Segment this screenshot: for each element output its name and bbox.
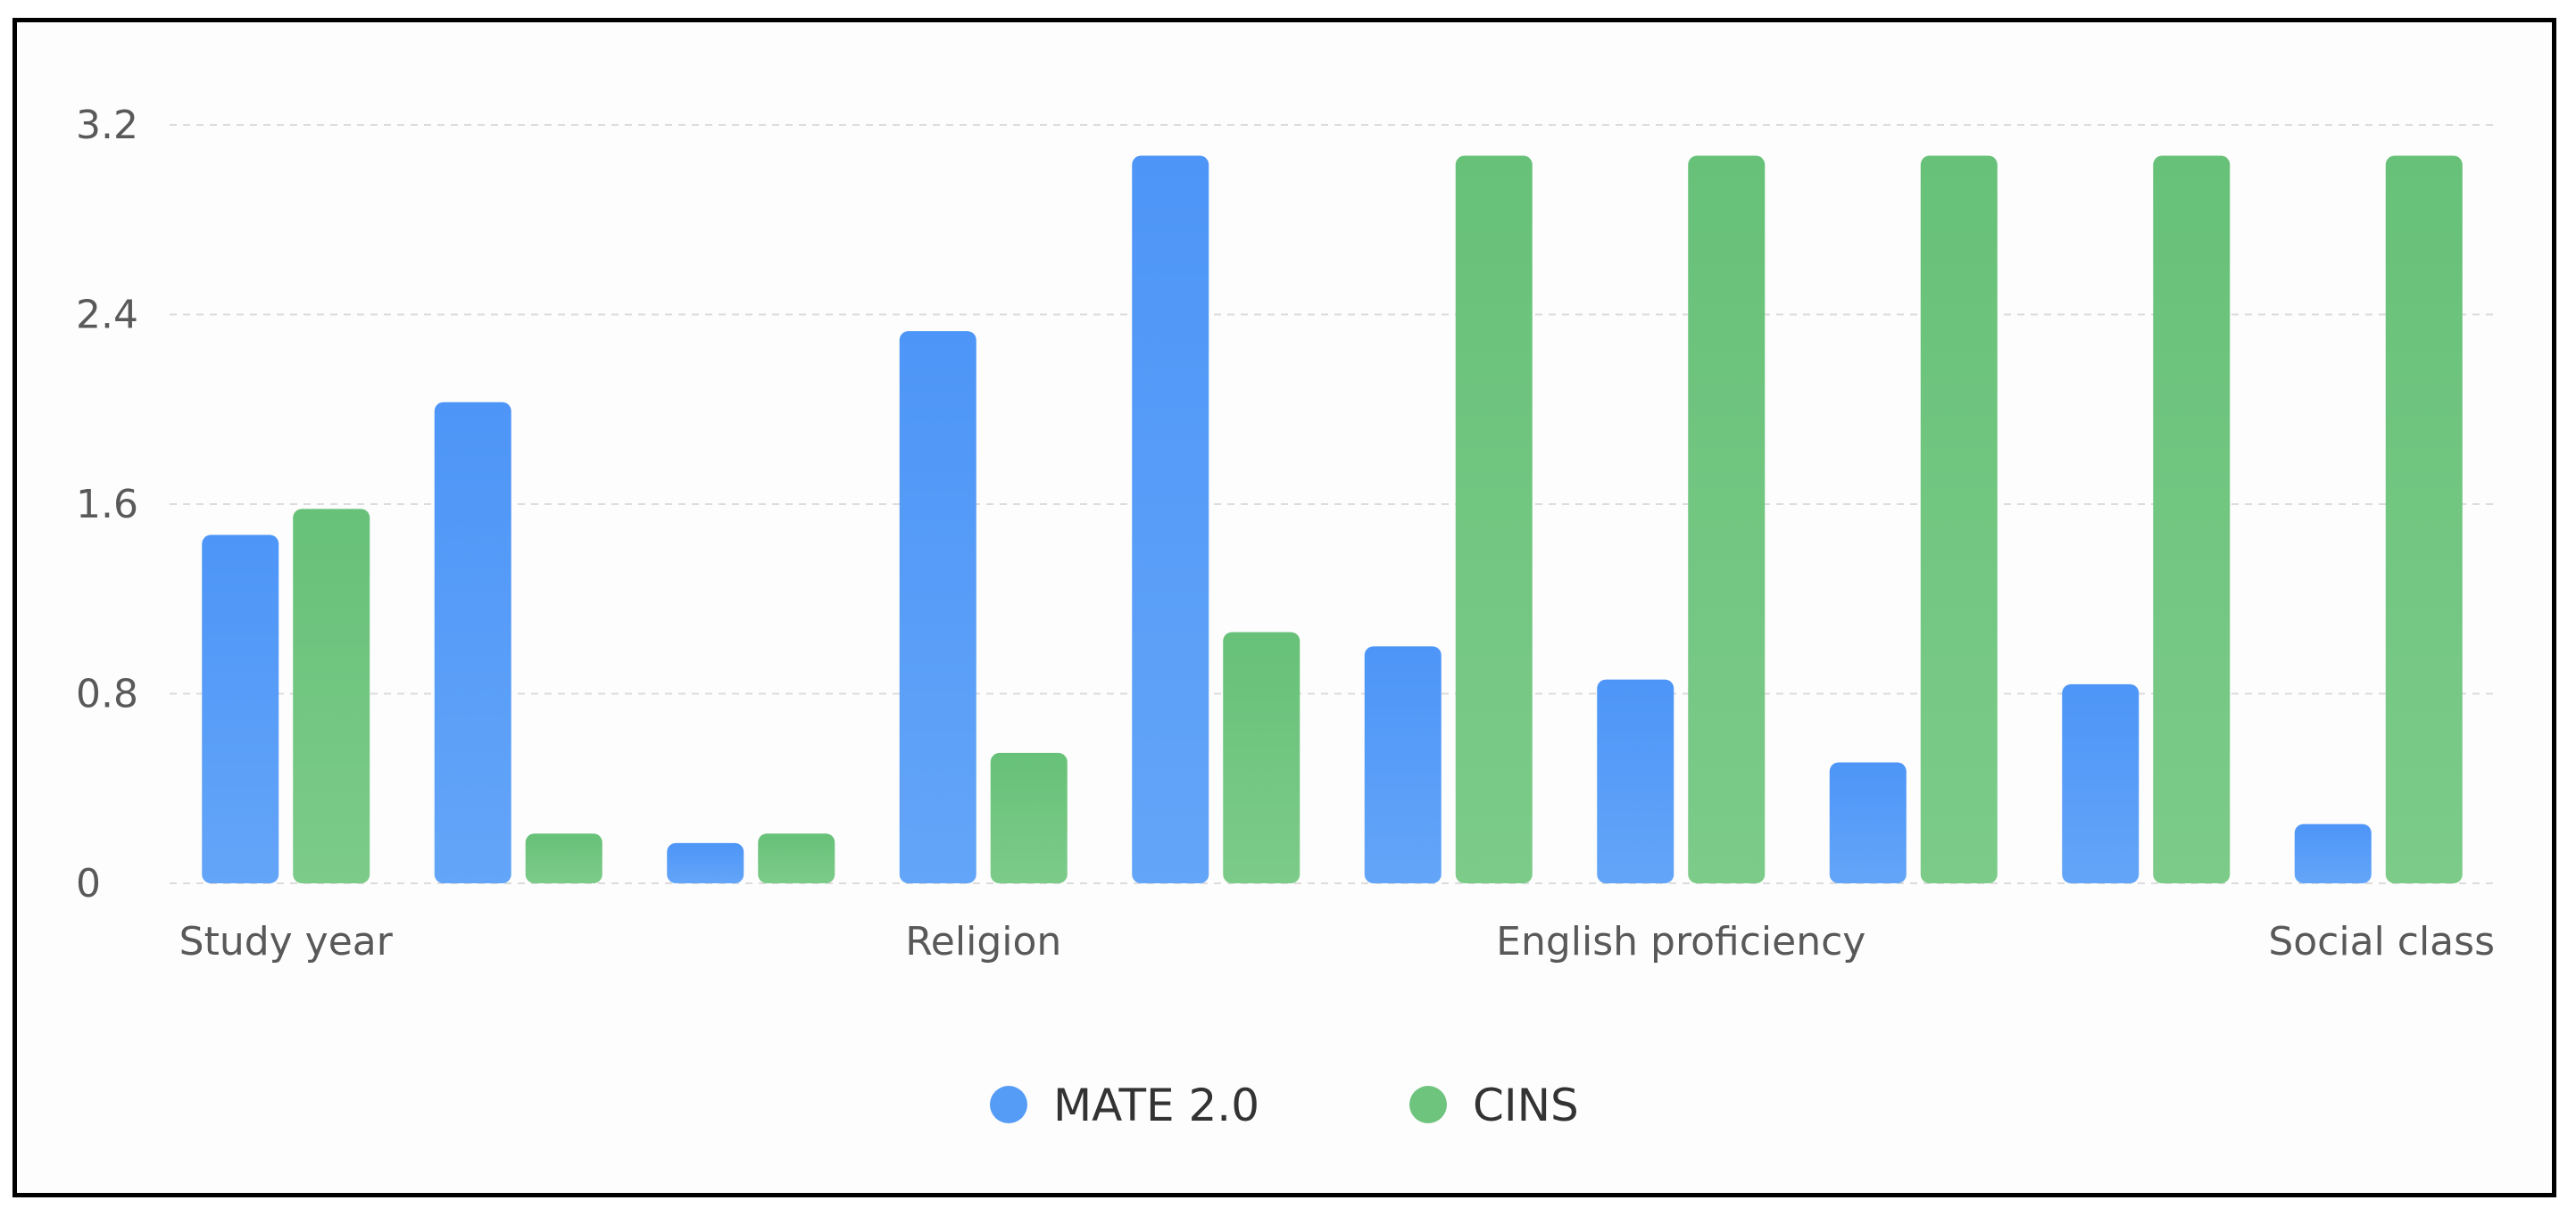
bar-cins-3[interactable] bbox=[990, 752, 1068, 883]
bar-cins-6[interactable] bbox=[1688, 155, 1766, 883]
bar-cins-1[interactable] bbox=[525, 833, 602, 883]
legend-marker-cins bbox=[1409, 1086, 1447, 1123]
bar-cins-8[interactable] bbox=[2153, 155, 2231, 883]
bar-cins-4[interactable] bbox=[1223, 632, 1300, 883]
bar-mate-5[interactable] bbox=[1364, 646, 1442, 883]
bar-mate-3[interactable] bbox=[899, 331, 976, 883]
x-category-label: English proficiency bbox=[1496, 919, 1866, 964]
bar-mate-6[interactable] bbox=[1597, 679, 1674, 883]
grid-lines bbox=[170, 124, 2495, 884]
y-axis: 0 0.8 1.6 2.4 3.2 bbox=[76, 103, 138, 907]
bar-mate-2[interactable] bbox=[667, 842, 744, 883]
bar-cins-9[interactable] bbox=[2385, 155, 2463, 883]
bar-mate-1[interactable] bbox=[434, 402, 511, 883]
bar-cins-7[interactable] bbox=[1920, 155, 1998, 883]
y-tick-label: 1.6 bbox=[76, 482, 138, 527]
bar-cins-5[interactable] bbox=[1455, 155, 1533, 883]
x-category-label: Social class bbox=[2268, 919, 2495, 964]
bar-mate-7[interactable] bbox=[1829, 762, 1907, 883]
bar-mate-4[interactable] bbox=[1132, 155, 1209, 883]
bar-mate-9[interactable] bbox=[2294, 824, 2372, 883]
legend-marker-mate bbox=[990, 1086, 1027, 1123]
bar-mate-8[interactable] bbox=[2062, 683, 2140, 883]
legend-item-cins[interactable]: CINS bbox=[1409, 1080, 1579, 1131]
legend: MATE 2.0 CINS bbox=[990, 1080, 1579, 1131]
x-category-label: Religion bbox=[905, 919, 1061, 964]
legend-item-mate[interactable]: MATE 2.0 bbox=[990, 1080, 1259, 1131]
bar-cins-0[interactable] bbox=[293, 509, 370, 883]
y-tick-label: 2.4 bbox=[76, 293, 138, 338]
bar-mate-0[interactable] bbox=[202, 534, 279, 883]
y-tick-label: 3.2 bbox=[76, 103, 138, 148]
y-tick-label: 0 bbox=[76, 861, 101, 907]
legend-label-cins: CINS bbox=[1473, 1080, 1579, 1131]
x-axis: Study year Religion English proficiency Soc… bbox=[179, 919, 2495, 964]
x-category-label: Study year bbox=[179, 919, 394, 964]
bar-cins-2[interactable] bbox=[758, 833, 835, 883]
y-tick-label: 0.8 bbox=[76, 672, 138, 717]
legend-label-mate: MATE 2.0 bbox=[1053, 1080, 1259, 1131]
bars bbox=[202, 155, 2463, 883]
